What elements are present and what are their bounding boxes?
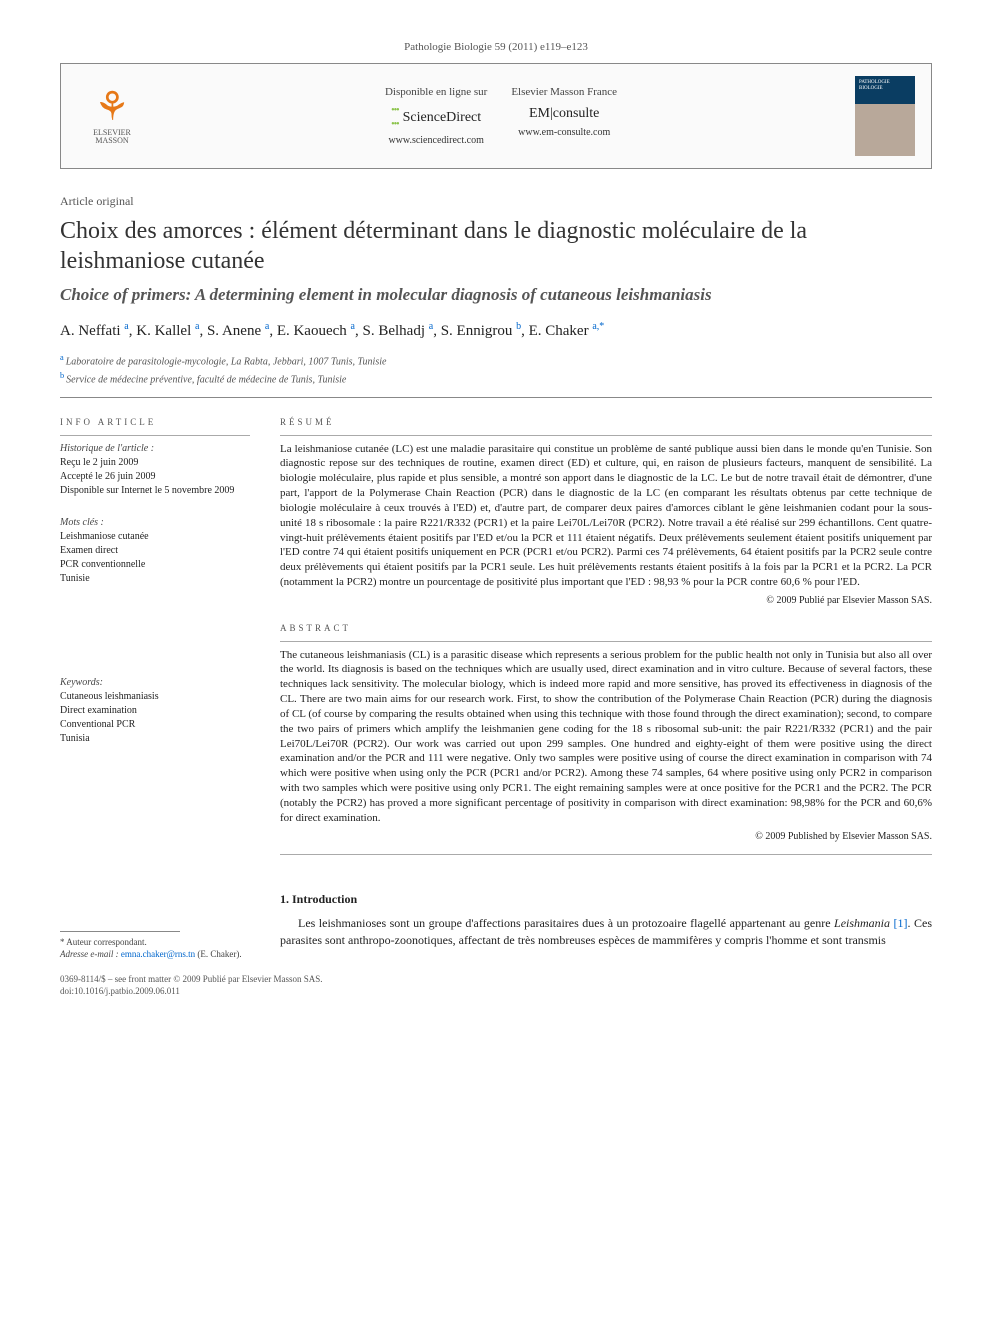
elsevier-tree-icon: ⚘ [94,87,130,127]
keyword-item: Direct examination [60,704,250,718]
doi: doi:10.1016/j.patbio.2009.06.011 [60,985,932,998]
received-date: Reçu le 2 juin 2009 [60,456,250,470]
resume-copyright: © 2009 Publié par Elsevier Masson SAS. [280,594,932,608]
introduction-head: 1. Introduction [280,891,932,908]
publisher-logo: ⚘ ELSEVIER MASSON [77,76,147,156]
article-title-fr: Choix des amorces : élément déterminant … [60,216,932,276]
article-type: Article original [60,193,932,210]
history-label: Historique de l'article : [60,442,250,456]
journal-thumb-title: PATHOLOGIE BIOLOGIE [859,80,911,91]
authors-list: A. Neffati a, K. Kallel a, S. Anene a, E… [60,320,932,342]
emconsulte-brand: EM|consulte [529,104,599,124]
mot-cle-item: Examen direct [60,544,250,558]
online-date: Disponible sur Internet le 5 novembre 20… [60,484,250,498]
sciencedirect-brand: ScienceDirect [403,108,482,128]
masson-france-label: Elsevier Masson France [511,85,617,100]
keyword-item: Cutaneous leishmaniasis [60,690,250,704]
issn-line: 0369-8114/$ – see front matter © 2009 Pu… [60,973,932,986]
sciencedirect-url[interactable]: www.sciencedirect.com [385,134,487,148]
running-head: Pathologie Biologie 59 (2011) e119–e123 [60,40,932,55]
keyword-item: Tunisia [60,732,250,746]
abstract-head: ABSTRACT [280,622,932,635]
keywords-block: Keywords: Cutaneous leishmaniasisDirect … [60,676,250,746]
corr-email[interactable]: emna.chaker@rns.tn [121,949,195,959]
journal-cover-thumb: PATHOLOGIE BIOLOGIE [855,76,915,156]
keyword-item: Conventional PCR [60,718,250,732]
header-box: ⚘ ELSEVIER MASSON Disponible en ligne su… [60,63,932,169]
keywords-label: Keywords: [60,676,250,690]
accepted-date: Accepté le 26 juin 2009 [60,470,250,484]
article-title-en: Choice of primers: A determining element… [60,284,932,306]
mots-cles-label: Mots clés : [60,516,250,530]
corr-label: * Auteur correspondant. [60,936,250,949]
corr-person: (E. Chaker). [197,949,241,959]
divider [280,435,932,436]
introduction-text: Les leishmanioses sont un groupe d'affec… [280,915,932,949]
available-online-label: Disponible en ligne sur [385,85,487,100]
email-label: Adresse e-mail : [60,949,119,959]
footer-bottom: 0369-8114/$ – see front matter © 2009 Pu… [60,973,932,998]
header-left-col: Disponible en ligne sur •••••• ScienceDi… [385,85,487,148]
mot-cle-item: Leishmaniose cutanée [60,530,250,544]
main-content: RÉSUMÉ La leishmaniose cutanée (LC) est … [280,416,932,861]
sidebar: INFO ARTICLE Historique de l'article : R… [60,416,250,861]
sciencedirect-dots-icon: •••••• [391,104,399,132]
citation-ref[interactable]: [1] [894,916,908,930]
info-article-head: INFO ARTICLE [60,416,250,429]
resume-text: La leishmaniose cutanée (LC) est une mal… [280,442,932,590]
abstract-copyright: © 2009 Published by Elsevier Masson SAS. [280,830,932,844]
mot-cle-item: Tunisie [60,572,250,586]
resume-head: RÉSUMÉ [280,416,932,429]
divider [280,641,932,642]
divider [280,854,932,855]
emconsulte-url[interactable]: www.em-consulte.com [511,126,617,140]
divider [60,435,250,436]
header-right-col: Elsevier Masson France EM|consulte www.e… [511,85,617,148]
affiliations: aLaboratoire de parasitologie-mycologie,… [60,352,932,387]
divider [60,397,932,398]
mot-cle-item: PCR conventionnelle [60,558,250,572]
mots-cles-block: Mots clés : Leishmaniose cutanéeExamen d… [60,516,250,586]
corresponding-author-footer: * Auteur correspondant. Adresse e-mail :… [60,931,250,961]
abstract-text: The cutaneous leishmaniasis (CL) is a pa… [280,648,932,826]
affiliation-line: aLaboratoire de parasitologie-mycologie,… [60,352,932,369]
affiliation-line: bService de médecine préventive, faculté… [60,370,932,387]
article-history: Historique de l'article : Reçu le 2 juin… [60,442,250,498]
publisher-name: ELSEVIER MASSON [77,129,147,147]
